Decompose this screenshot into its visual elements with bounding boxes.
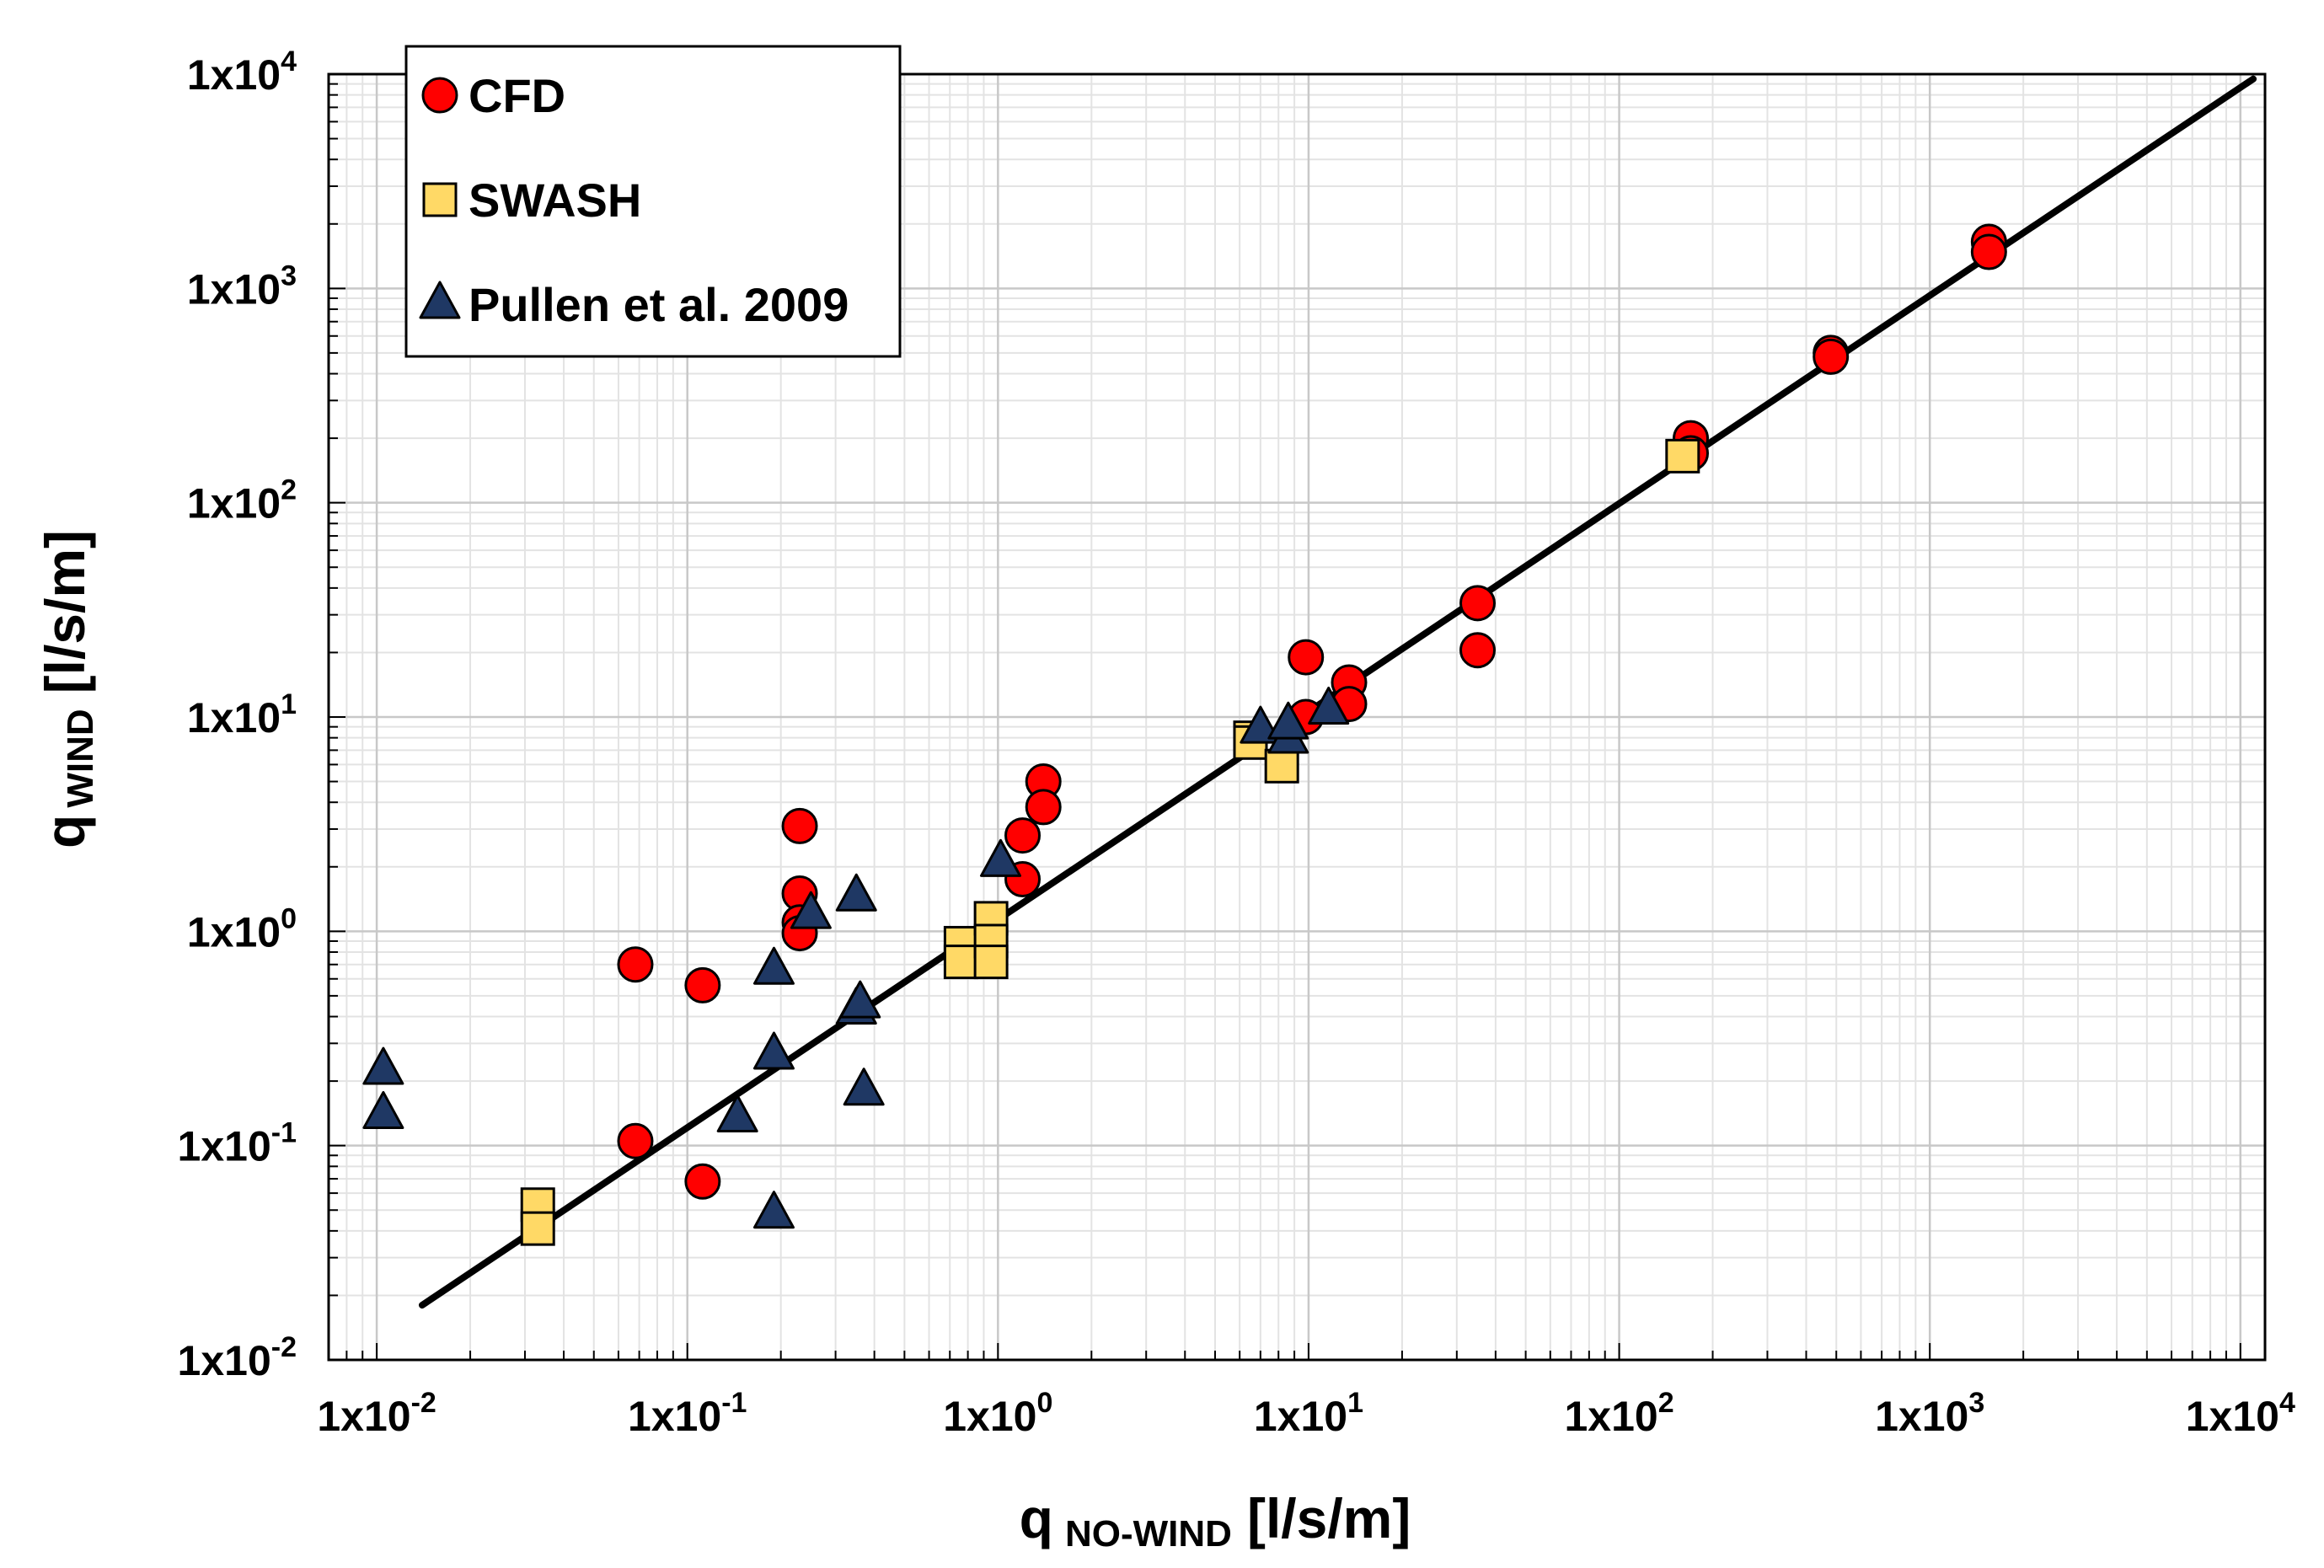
pullen-point: [839, 980, 881, 1019]
y-tick-labels: 1x10-2 1x10-1 1x100 1x101 1x102 1x103 1x104: [178, 45, 297, 1384]
x-tick-label: 1x101: [1254, 1387, 1363, 1440]
legend-item-swash: SWASH: [422, 174, 641, 227]
swash-point: [973, 945, 1009, 980]
y-tick-label: 1x104: [187, 45, 297, 99]
legend-item-pullen: Pullen et al. 2009: [419, 278, 849, 331]
cfd-point: [617, 1122, 654, 1159]
legend-marker-triangle: [419, 281, 461, 319]
y-tick-label: 1x103: [187, 260, 297, 313]
pullen-point: [1308, 686, 1350, 725]
cfd-point: [1459, 632, 1497, 669]
swash-point: [1665, 438, 1700, 474]
y-tick-label: 1x100: [187, 902, 297, 955]
legend-label: SWASH: [469, 174, 641, 227]
swash-point: [1264, 748, 1299, 784]
pullen-point: [362, 1046, 404, 1085]
swash-point: [520, 1211, 555, 1246]
x-tick-labels: 1x10-2 1x10-1 1x100 1x101 1x102 1x103 1x104: [317, 1387, 2295, 1440]
pullen-point: [1267, 701, 1309, 740]
legend-label: CFD: [469, 69, 565, 122]
cfd-point: [1025, 789, 1062, 826]
pullen-point: [752, 1031, 795, 1070]
cfd-point: [781, 807, 818, 844]
x-tick-label: 1x10-1: [628, 1387, 747, 1440]
pullen-point: [790, 891, 832, 929]
y-tick-label: 1x10-2: [178, 1331, 297, 1384]
cfd-point: [1970, 233, 2007, 270]
pullen-point: [752, 1191, 795, 1229]
pullen-point: [980, 838, 1022, 877]
pullen-point: [362, 1090, 404, 1129]
series-triangle: [362, 686, 1350, 1229]
pullen-point: [835, 873, 877, 912]
x-tick-label: 1x10-2: [317, 1387, 436, 1440]
pullen-point: [843, 1068, 885, 1106]
y-axis-title: qWIND[l/s/m]: [34, 530, 101, 848]
y-tick-label: 1x102: [187, 474, 297, 527]
cfd-point: [1813, 338, 1850, 375]
legend-marker-square: [422, 182, 458, 217]
x-tick-label: 1x102: [1564, 1387, 1673, 1440]
cfd-point: [684, 966, 721, 1003]
pullen-point: [716, 1094, 758, 1132]
x-axis-title: q NO-WIND [l/s/m]: [1020, 1487, 1411, 1555]
series-square: [520, 438, 1700, 1246]
axis-ticks: [328, 73, 2241, 1361]
x-tick-label: 1x103: [1875, 1387, 1984, 1440]
data-points: [362, 223, 2007, 1246]
x-tick-label: 1x100: [943, 1387, 1052, 1440]
y-tick-label: 1x10-1: [178, 1117, 297, 1170]
swash-point: [943, 945, 978, 980]
legend-item-cfd: CFD: [421, 69, 565, 122]
legend-marker-circle: [421, 77, 458, 114]
pullen-point: [752, 946, 795, 985]
legend-label: Pullen et al. 2009: [469, 278, 849, 331]
cfd-point: [1288, 639, 1325, 676]
legend: CFD SWASH Pullen et al. 2009: [404, 45, 902, 358]
cfd-point: [684, 1163, 721, 1200]
cfd-point: [1459, 585, 1497, 622]
cfd-point: [617, 946, 654, 983]
x-tick-label: 1x104: [2186, 1387, 2295, 1440]
legend-box: [404, 45, 902, 358]
cfd-point: [1004, 817, 1042, 854]
y-tick-label: 1x101: [187, 688, 297, 741]
